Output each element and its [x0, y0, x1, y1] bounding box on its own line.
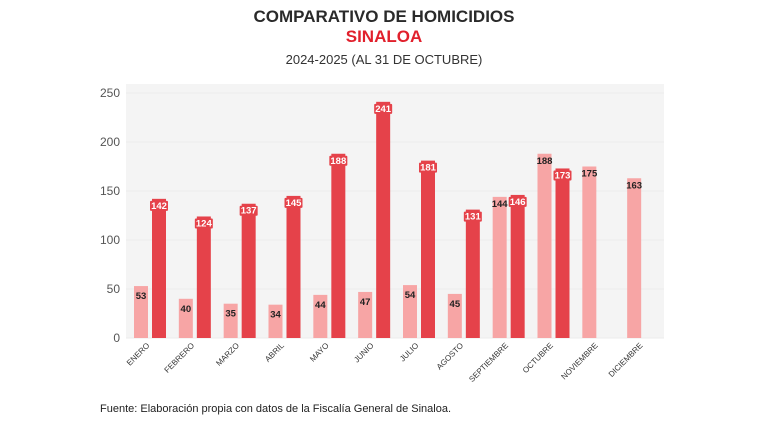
- data-label: 188: [330, 156, 346, 167]
- x-tick-label: ENERO: [125, 341, 151, 367]
- bar-2025: [152, 198, 166, 338]
- chart-region: SINALOA: [345, 27, 423, 46]
- data-label: 35: [225, 309, 236, 320]
- bar-2024: [537, 153, 552, 338]
- data-label: 53: [136, 291, 147, 302]
- data-label: 45: [450, 299, 461, 310]
- data-label: 44: [315, 300, 326, 311]
- bar-2024: [268, 304, 283, 338]
- plot-area: [126, 84, 664, 338]
- data-label-bg: [553, 170, 572, 181]
- y-tick-label: 150: [100, 184, 120, 198]
- data-label: 47: [360, 297, 371, 308]
- chart-subtitle: 2024-2025 (AL 31 DE OCTUBRE): [285, 52, 483, 67]
- data-label-bg: [329, 155, 348, 166]
- bar-2024: [627, 178, 642, 338]
- data-label: 163: [626, 180, 642, 191]
- data-label: 173: [555, 170, 571, 181]
- bar-2024: [403, 285, 417, 338]
- data-label: 146: [510, 197, 526, 208]
- bar-2025: [331, 153, 346, 338]
- data-label-bg: [239, 205, 258, 216]
- data-label: 137: [241, 206, 257, 217]
- bar-2024: [178, 298, 193, 338]
- bar-2025: [555, 168, 570, 338]
- y-tick-label: 100: [100, 233, 120, 247]
- bar-2025: [286, 195, 301, 338]
- data-label-bg: [419, 162, 437, 173]
- data-label-bg: [194, 218, 213, 229]
- bar-2024: [492, 196, 507, 338]
- data-label-bg: [463, 211, 482, 222]
- bar-2024: [582, 166, 597, 338]
- data-label-bg: [150, 200, 168, 211]
- data-label: 241: [375, 104, 392, 115]
- x-tick-label: JULIO: [398, 341, 420, 363]
- bar-2025: [421, 160, 435, 338]
- data-label: 54: [405, 290, 416, 301]
- x-tick-label: MAYO: [308, 341, 331, 364]
- bar-2024: [313, 294, 328, 338]
- data-label: 188: [537, 156, 553, 167]
- data-label: 131: [465, 212, 482, 223]
- bar-2024: [134, 286, 148, 338]
- bar-2025: [241, 203, 256, 338]
- bar-2025: [376, 101, 391, 338]
- x-tick-label: SEPTIEMBRE: [467, 341, 510, 384]
- data-label: 144: [492, 199, 509, 210]
- data-label: 142: [151, 201, 167, 212]
- data-label-bg: [508, 196, 527, 207]
- x-tick-label: JUNIO: [352, 341, 375, 364]
- bar-2024: [447, 293, 462, 338]
- data-label: 124: [196, 218, 213, 229]
- x-tick-label: MARZO: [214, 341, 241, 368]
- source-note: Fuente: Elaboración propia con datos de …: [100, 403, 451, 415]
- y-tick-label: 0: [113, 331, 120, 345]
- x-tick-label: FEBRERO: [163, 341, 197, 375]
- y-tick-label: 250: [100, 86, 120, 100]
- data-label: 175: [581, 169, 598, 180]
- data-label: 40: [181, 304, 192, 315]
- x-tick-label: AGOSTO: [435, 341, 465, 371]
- x-tick-label: DICIEMBRE: [607, 341, 645, 379]
- x-tick-label: ABRIL: [263, 341, 286, 364]
- data-label: 145: [286, 198, 303, 209]
- data-label: 181: [420, 163, 437, 174]
- data-label-bg: [284, 197, 303, 208]
- y-tick-label: 200: [100, 135, 120, 149]
- bar-2025: [196, 216, 211, 338]
- bar-2024: [223, 303, 238, 338]
- chart-title: COMPARATIVO DE HOMICIDIOS: [253, 7, 515, 26]
- bar-2025: [510, 194, 525, 338]
- data-label-bg: [374, 103, 393, 114]
- bar-2024: [358, 291, 373, 338]
- x-tick-label: OCTUBRE: [521, 341, 555, 375]
- bar-2025: [465, 209, 480, 338]
- data-label: 34: [270, 310, 281, 321]
- y-tick-label: 50: [107, 282, 121, 296]
- x-tick-label: NOVIEMBRE: [559, 341, 599, 381]
